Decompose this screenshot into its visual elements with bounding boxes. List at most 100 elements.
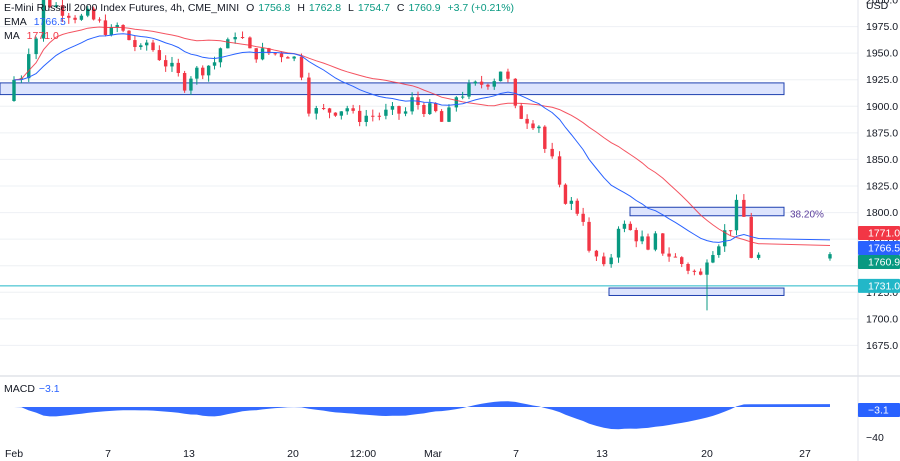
candle-body <box>254 48 258 60</box>
price-zone <box>629 206 785 217</box>
macd-label: MACD <box>4 383 35 395</box>
candle-body <box>557 156 562 185</box>
candle-body <box>594 250 599 257</box>
candle-body <box>157 50 162 61</box>
candle-body <box>734 199 739 231</box>
change-value: +3.7 (+0.21%) <box>447 2 515 14</box>
candle-body <box>749 216 753 258</box>
x-tick-label: 20 <box>701 448 713 460</box>
candle-body <box>67 15 71 18</box>
candle-body <box>115 25 119 28</box>
ma-line <box>13 26 831 246</box>
candle-body <box>377 115 382 117</box>
candle-body <box>357 110 362 122</box>
price-tags: 1771.0 1766.5 1760.9 1731.0 −3.1 <box>858 226 900 417</box>
ema-row[interactable]: EMA 1766.5 <box>4 15 518 29</box>
currency-label: USD <box>866 0 889 12</box>
ema-value: 1766.5 <box>33 16 66 28</box>
price-zone <box>608 287 785 296</box>
candle-body <box>163 60 168 67</box>
candle-body <box>519 105 523 119</box>
y-tick-label: 1950.0 <box>866 48 898 60</box>
candle-body <box>333 112 338 116</box>
candle-body <box>498 71 503 82</box>
ema-label: EMA <box>4 16 27 28</box>
candle-body <box>447 107 451 122</box>
high-value: 1762.8 <box>308 2 342 14</box>
candle-body <box>828 254 832 259</box>
x-tick-label: 20 <box>287 448 299 460</box>
candle-body <box>550 148 554 157</box>
y-tick-label: 1825.0 <box>866 181 898 193</box>
time-axis[interactable]: Feb 7 13 20 12:00 Mar 7 13 20 27 <box>5 448 811 460</box>
ma-value: 1771.0 <box>26 30 59 42</box>
price-axis[interactable]: 2000.0 1975.0 1950.0 1925.0 1900.0 1875.0 1850… <box>866 0 898 352</box>
candle-body <box>86 8 90 16</box>
candle-body <box>314 108 318 114</box>
candle-body <box>279 53 284 58</box>
candle-body <box>569 200 574 204</box>
fib-label: 38.20% <box>790 209 824 220</box>
candle-body <box>756 254 761 258</box>
close-label: C <box>396 2 405 14</box>
macd-legend[interactable]: MACD −3.1 <box>4 383 60 395</box>
x-tick-label: 7 <box>513 448 519 460</box>
candle-body <box>673 256 678 258</box>
candle-body <box>12 79 16 101</box>
candle-body <box>397 106 401 114</box>
support-price-tag: 1731.0 <box>868 280 900 292</box>
candle-body <box>575 200 579 214</box>
candle-body <box>661 233 665 254</box>
candle-body <box>686 263 690 271</box>
close-value: 1760.9 <box>408 2 441 14</box>
candle-body <box>454 97 459 108</box>
candle-body <box>133 40 137 48</box>
open-label: O <box>246 2 255 14</box>
candle-body <box>634 230 638 242</box>
ema-line <box>13 33 831 243</box>
candle-body <box>531 123 535 129</box>
moving-averages <box>13 26 831 246</box>
y-tick-label: 1975.0 <box>866 21 898 33</box>
y-tick-label: 1675.0 <box>866 340 898 352</box>
candle-body <box>543 126 547 149</box>
candle-body <box>127 30 131 41</box>
candle-body <box>307 77 311 114</box>
candle-body <box>705 262 709 275</box>
candle-body <box>698 271 703 275</box>
x-tick-label: 27 <box>799 448 811 460</box>
macd-pane: −40 <box>14 401 884 444</box>
candle-body <box>79 15 84 20</box>
x-tick-label: Mar <box>424 448 443 460</box>
candle-body <box>286 57 290 59</box>
candle-body <box>486 84 490 87</box>
candle-body <box>364 115 368 122</box>
ma-price-tag-bg <box>858 226 900 240</box>
price-zones: 38.20% <box>0 82 824 296</box>
candle-body <box>506 71 510 79</box>
candle-body <box>616 228 621 258</box>
candle-body <box>54 5 58 7</box>
candle-body <box>717 246 721 256</box>
candle-body <box>602 256 606 265</box>
candle-body <box>403 111 408 114</box>
ma-row[interactable]: MA 1771.0 <box>4 29 518 43</box>
ema-price-tag-bg <box>858 241 900 255</box>
x-tick-label: 13 <box>183 448 195 460</box>
y-tick-label: 1850.0 <box>866 154 898 166</box>
candle-body <box>195 67 199 79</box>
candle-body <box>240 37 245 39</box>
candles <box>12 0 832 311</box>
candle-body <box>422 104 426 115</box>
x-tick-label: Feb <box>5 448 23 460</box>
x-tick-label: 7 <box>105 448 111 460</box>
support-price-tag-bg <box>858 278 900 293</box>
last-price-tag: 1760.9 <box>868 257 900 269</box>
candle-body <box>27 54 31 79</box>
candle-body <box>339 111 344 116</box>
candle-body <box>218 48 223 63</box>
candle-body <box>646 236 650 250</box>
candle-body <box>473 81 477 84</box>
macd-price-tag: −3.1 <box>868 405 889 417</box>
